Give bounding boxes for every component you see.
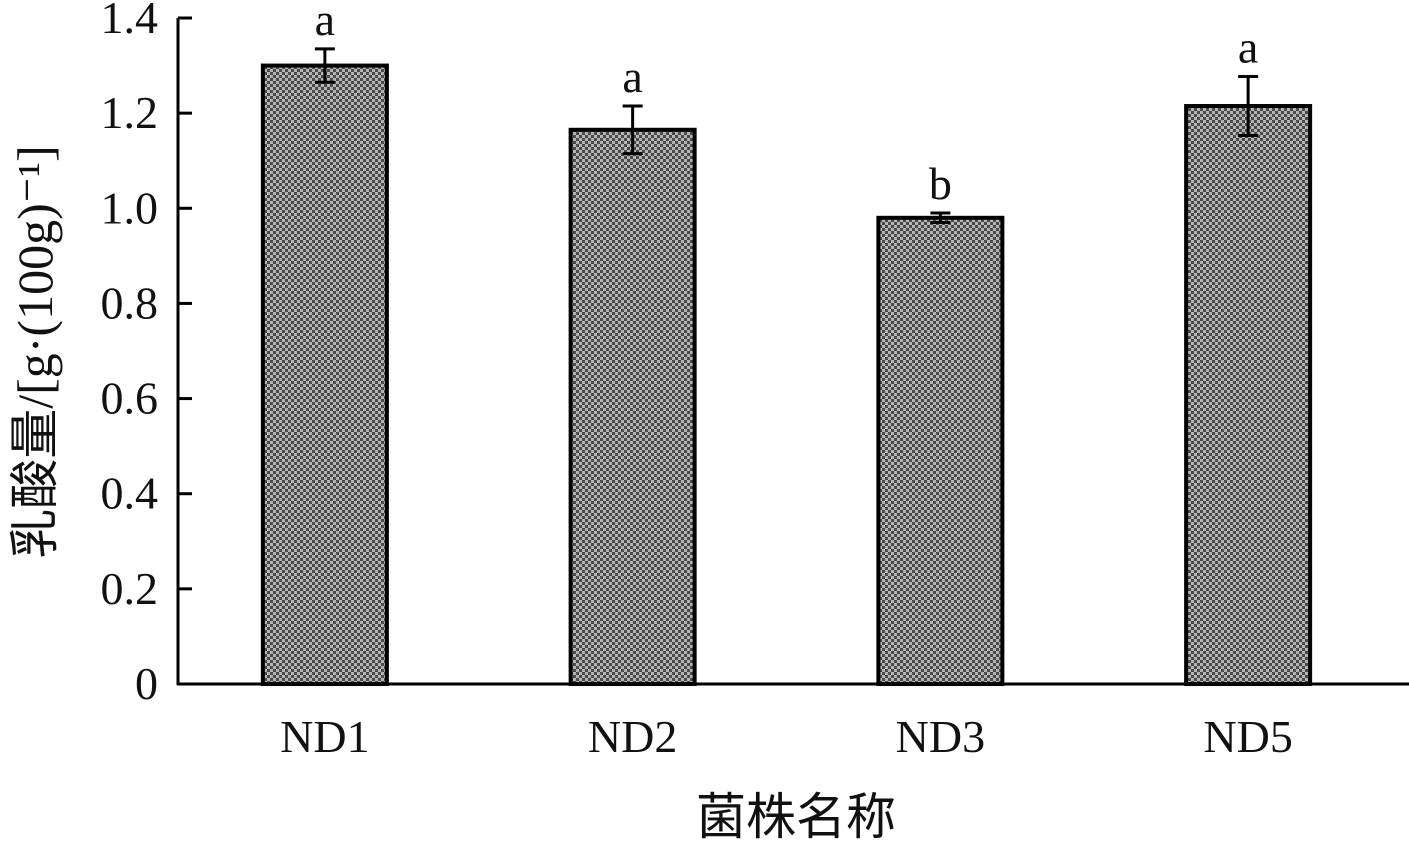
y-tick-label: 1.0 — [101, 182, 159, 233]
y-tick-label: 0.4 — [101, 468, 159, 519]
y-axis-title: 乳酸量/[g·(100g)⁻¹] — [7, 145, 63, 559]
y-tick-label: 0 — [135, 658, 158, 709]
bar-nd1 — [260, 63, 389, 687]
bar-nd3 — [876, 215, 1005, 687]
significance-label-nd1: a — [315, 0, 335, 45]
bar-nd2 — [568, 127, 697, 687]
bars — [260, 47, 1313, 687]
y-tick-label: 1.4 — [101, 0, 159, 43]
x-axis-title: 菌株名称 — [696, 789, 896, 842]
x-tick-label-nd2: ND2 — [588, 711, 677, 762]
significance-label-nd3: b — [929, 158, 952, 209]
significance-label-nd5: a — [1238, 22, 1258, 73]
y-tick-label: 1.2 — [101, 87, 159, 138]
x-tick-label-nd1: ND1 — [280, 711, 369, 762]
y-tick-label: 0.2 — [101, 563, 159, 614]
x-tick-label-nd5: ND5 — [1203, 711, 1292, 762]
significance-label-nd2: a — [622, 51, 642, 102]
x-tick-label-nd3: ND3 — [896, 711, 985, 762]
labels: a ND1 a ND2 b ND3 a ND5 — [280, 0, 1293, 762]
y-tick-label: 0.6 — [101, 373, 159, 424]
bar-nd5 — [1184, 104, 1313, 686]
y-tick-label: 0.8 — [101, 277, 159, 328]
